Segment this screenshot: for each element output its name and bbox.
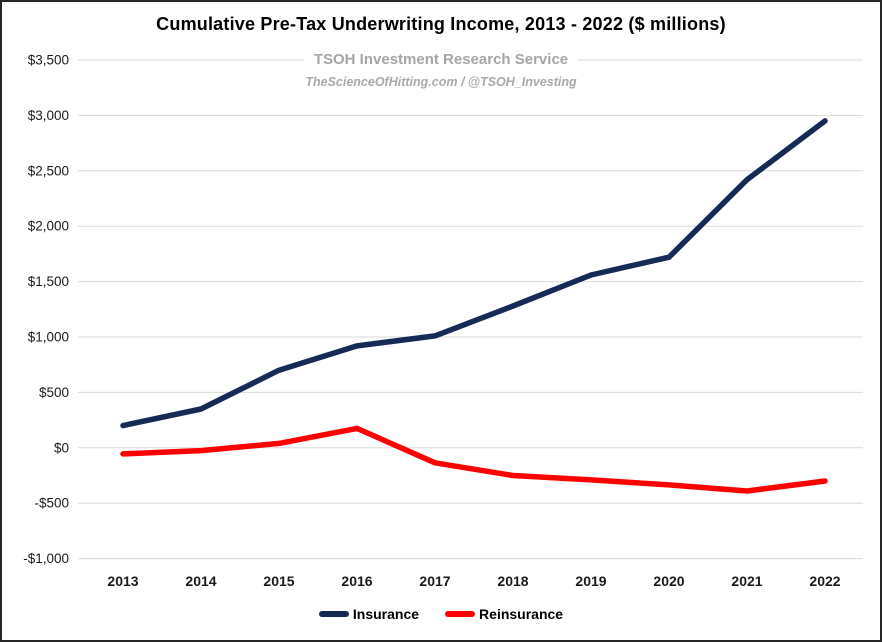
x-axis-year-label: 2016 bbox=[341, 573, 372, 589]
y-axis-tick-label: $3,500 bbox=[28, 53, 69, 68]
legend-item-reinsurance: Reinsurance bbox=[445, 606, 563, 622]
y-axis-tick-label: $3,000 bbox=[28, 108, 69, 123]
legend-label-reinsurance: Reinsurance bbox=[479, 606, 564, 622]
y-axis-tick-label: $1,000 bbox=[28, 330, 69, 345]
y-axis-tick-label: -$1,000 bbox=[23, 551, 69, 566]
x-axis-year-label: 2015 bbox=[263, 573, 294, 589]
x-axis-year-label: 2020 bbox=[653, 573, 684, 589]
insurance-legend-marker-icon bbox=[318, 611, 349, 617]
y-axis-tick-label: $2,500 bbox=[28, 163, 69, 178]
legend-item-insurance: Insurance bbox=[318, 606, 420, 622]
x-axis-year-label: 2014 bbox=[185, 573, 216, 589]
chart-legend: Insurance Reinsurance bbox=[2, 606, 880, 622]
reinsurance-series-line bbox=[120, 425, 828, 494]
chart-subtitle-text: TSOH Investment Research Service bbox=[303, 51, 579, 68]
y-axis-tick-label: $2,000 bbox=[28, 219, 69, 234]
y-axis-tick-label: $0 bbox=[54, 440, 69, 455]
x-axis-year-label: 2021 bbox=[731, 573, 762, 589]
x-axis-year-label: 2022 bbox=[809, 573, 840, 589]
x-axis-year-label: 2019 bbox=[575, 573, 606, 589]
y-axis-tick-label: $500 bbox=[39, 385, 69, 400]
chart-subtitle: TSOH Investment Research Service bbox=[2, 51, 880, 69]
legend-label-insurance: Insurance bbox=[352, 606, 420, 622]
chart-watermark: TheScienceOfHitting.com / @TSOH_Investin… bbox=[305, 75, 577, 89]
y-axis-tick-label: -$500 bbox=[34, 496, 69, 511]
reinsurance-legend-marker-icon bbox=[445, 611, 476, 617]
x-axis-year-label: 2013 bbox=[107, 573, 138, 589]
x-axis-year-label: 2018 bbox=[497, 573, 528, 589]
insurance-series-line bbox=[120, 118, 828, 429]
x-axis-year-label: 2017 bbox=[419, 573, 450, 589]
y-axis-tick-label: $1,500 bbox=[28, 274, 69, 289]
chart-title: Cumulative Pre-Tax Underwriting Income, … bbox=[156, 14, 726, 34]
